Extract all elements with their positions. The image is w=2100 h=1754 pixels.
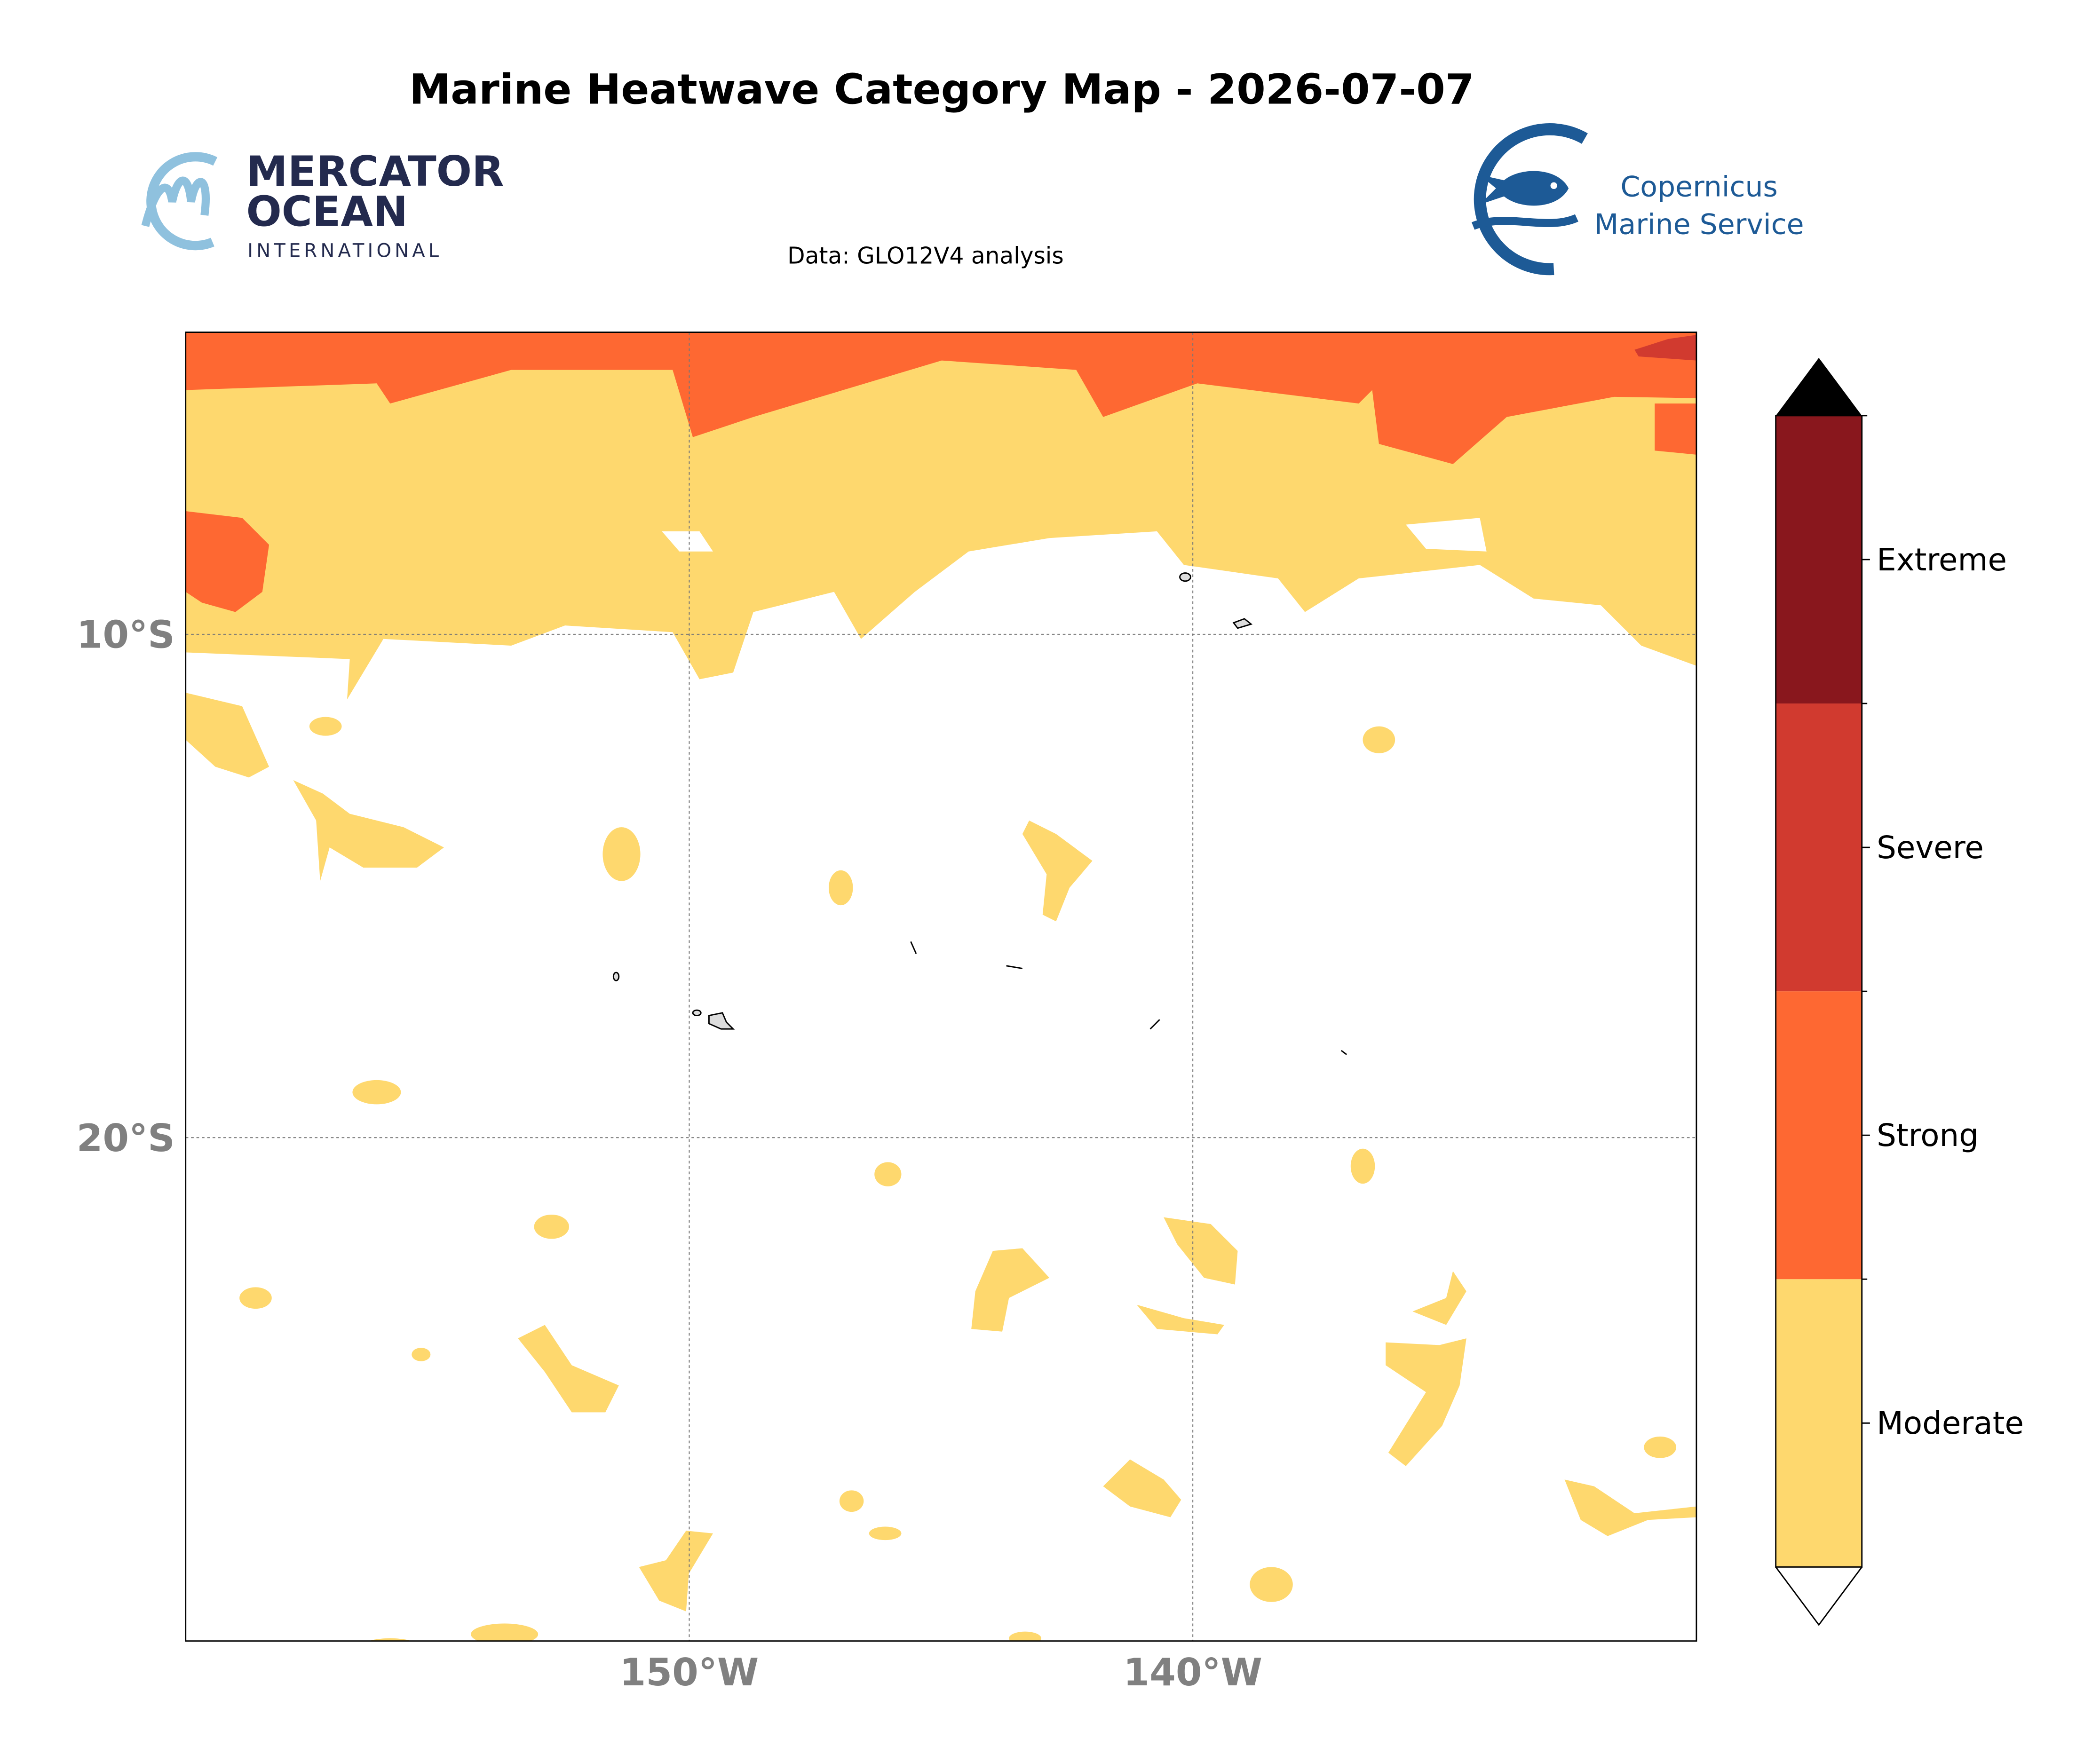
severe-region	[1634, 335, 1696, 361]
legend-label: Strong	[1877, 1117, 1979, 1154]
map-axes: 150°W 140°W 10°S 20°S	[77, 332, 1696, 1694]
moderate-region	[185, 332, 1696, 700]
x-tick-label: 150°W	[620, 1651, 759, 1694]
logo-text: MERCATOR	[246, 147, 504, 196]
y-tick-label: 20°S	[77, 1116, 175, 1160]
colorbar-segment	[1775, 415, 1862, 704]
legend-label: Extreme	[1877, 542, 2007, 578]
colorbar: Moderate Strong Severe Extreme	[1775, 415, 2024, 1568]
colorbar-segment	[1775, 991, 1862, 1280]
x-tick-label: 140°W	[1123, 1651, 1262, 1694]
y-tick-label: 10°S	[77, 613, 175, 656]
colorbar-segment	[1775, 1279, 1862, 1567]
logo-text: INTERNATIONAL	[247, 240, 442, 261]
title: Marine Heatwave Category Map - 2026-07-0…	[409, 65, 1474, 113]
strong-region	[185, 511, 269, 612]
colorbar-segment	[1775, 703, 1862, 992]
subtitle: Data: GLO12V4 analysis	[787, 243, 1063, 269]
coastlines	[612, 572, 1347, 1055]
logo-text: Marine Service	[1594, 208, 1804, 241]
colorbar-extend-min	[1775, 1566, 1862, 1626]
colorbar-extend-max	[1775, 357, 1862, 416]
heatwave-regions	[185, 332, 1696, 1641]
legend-label: Severe	[1877, 830, 1984, 866]
moderate-patches	[185, 518, 1696, 1641]
copernicus-logo: Copernicus Marine Service	[1471, 123, 1804, 276]
strong-region	[185, 332, 1696, 464]
colorbar-frame	[1775, 415, 1863, 1568]
mercator-logo: MERCATOR OCEAN INTERNATIONAL	[141, 147, 504, 261]
logo-text: OCEAN	[246, 188, 408, 236]
map-frame	[185, 332, 1697, 1642]
logo-text: Copernicus	[1620, 171, 1777, 204]
legend-label: Moderate	[1877, 1405, 2024, 1441]
